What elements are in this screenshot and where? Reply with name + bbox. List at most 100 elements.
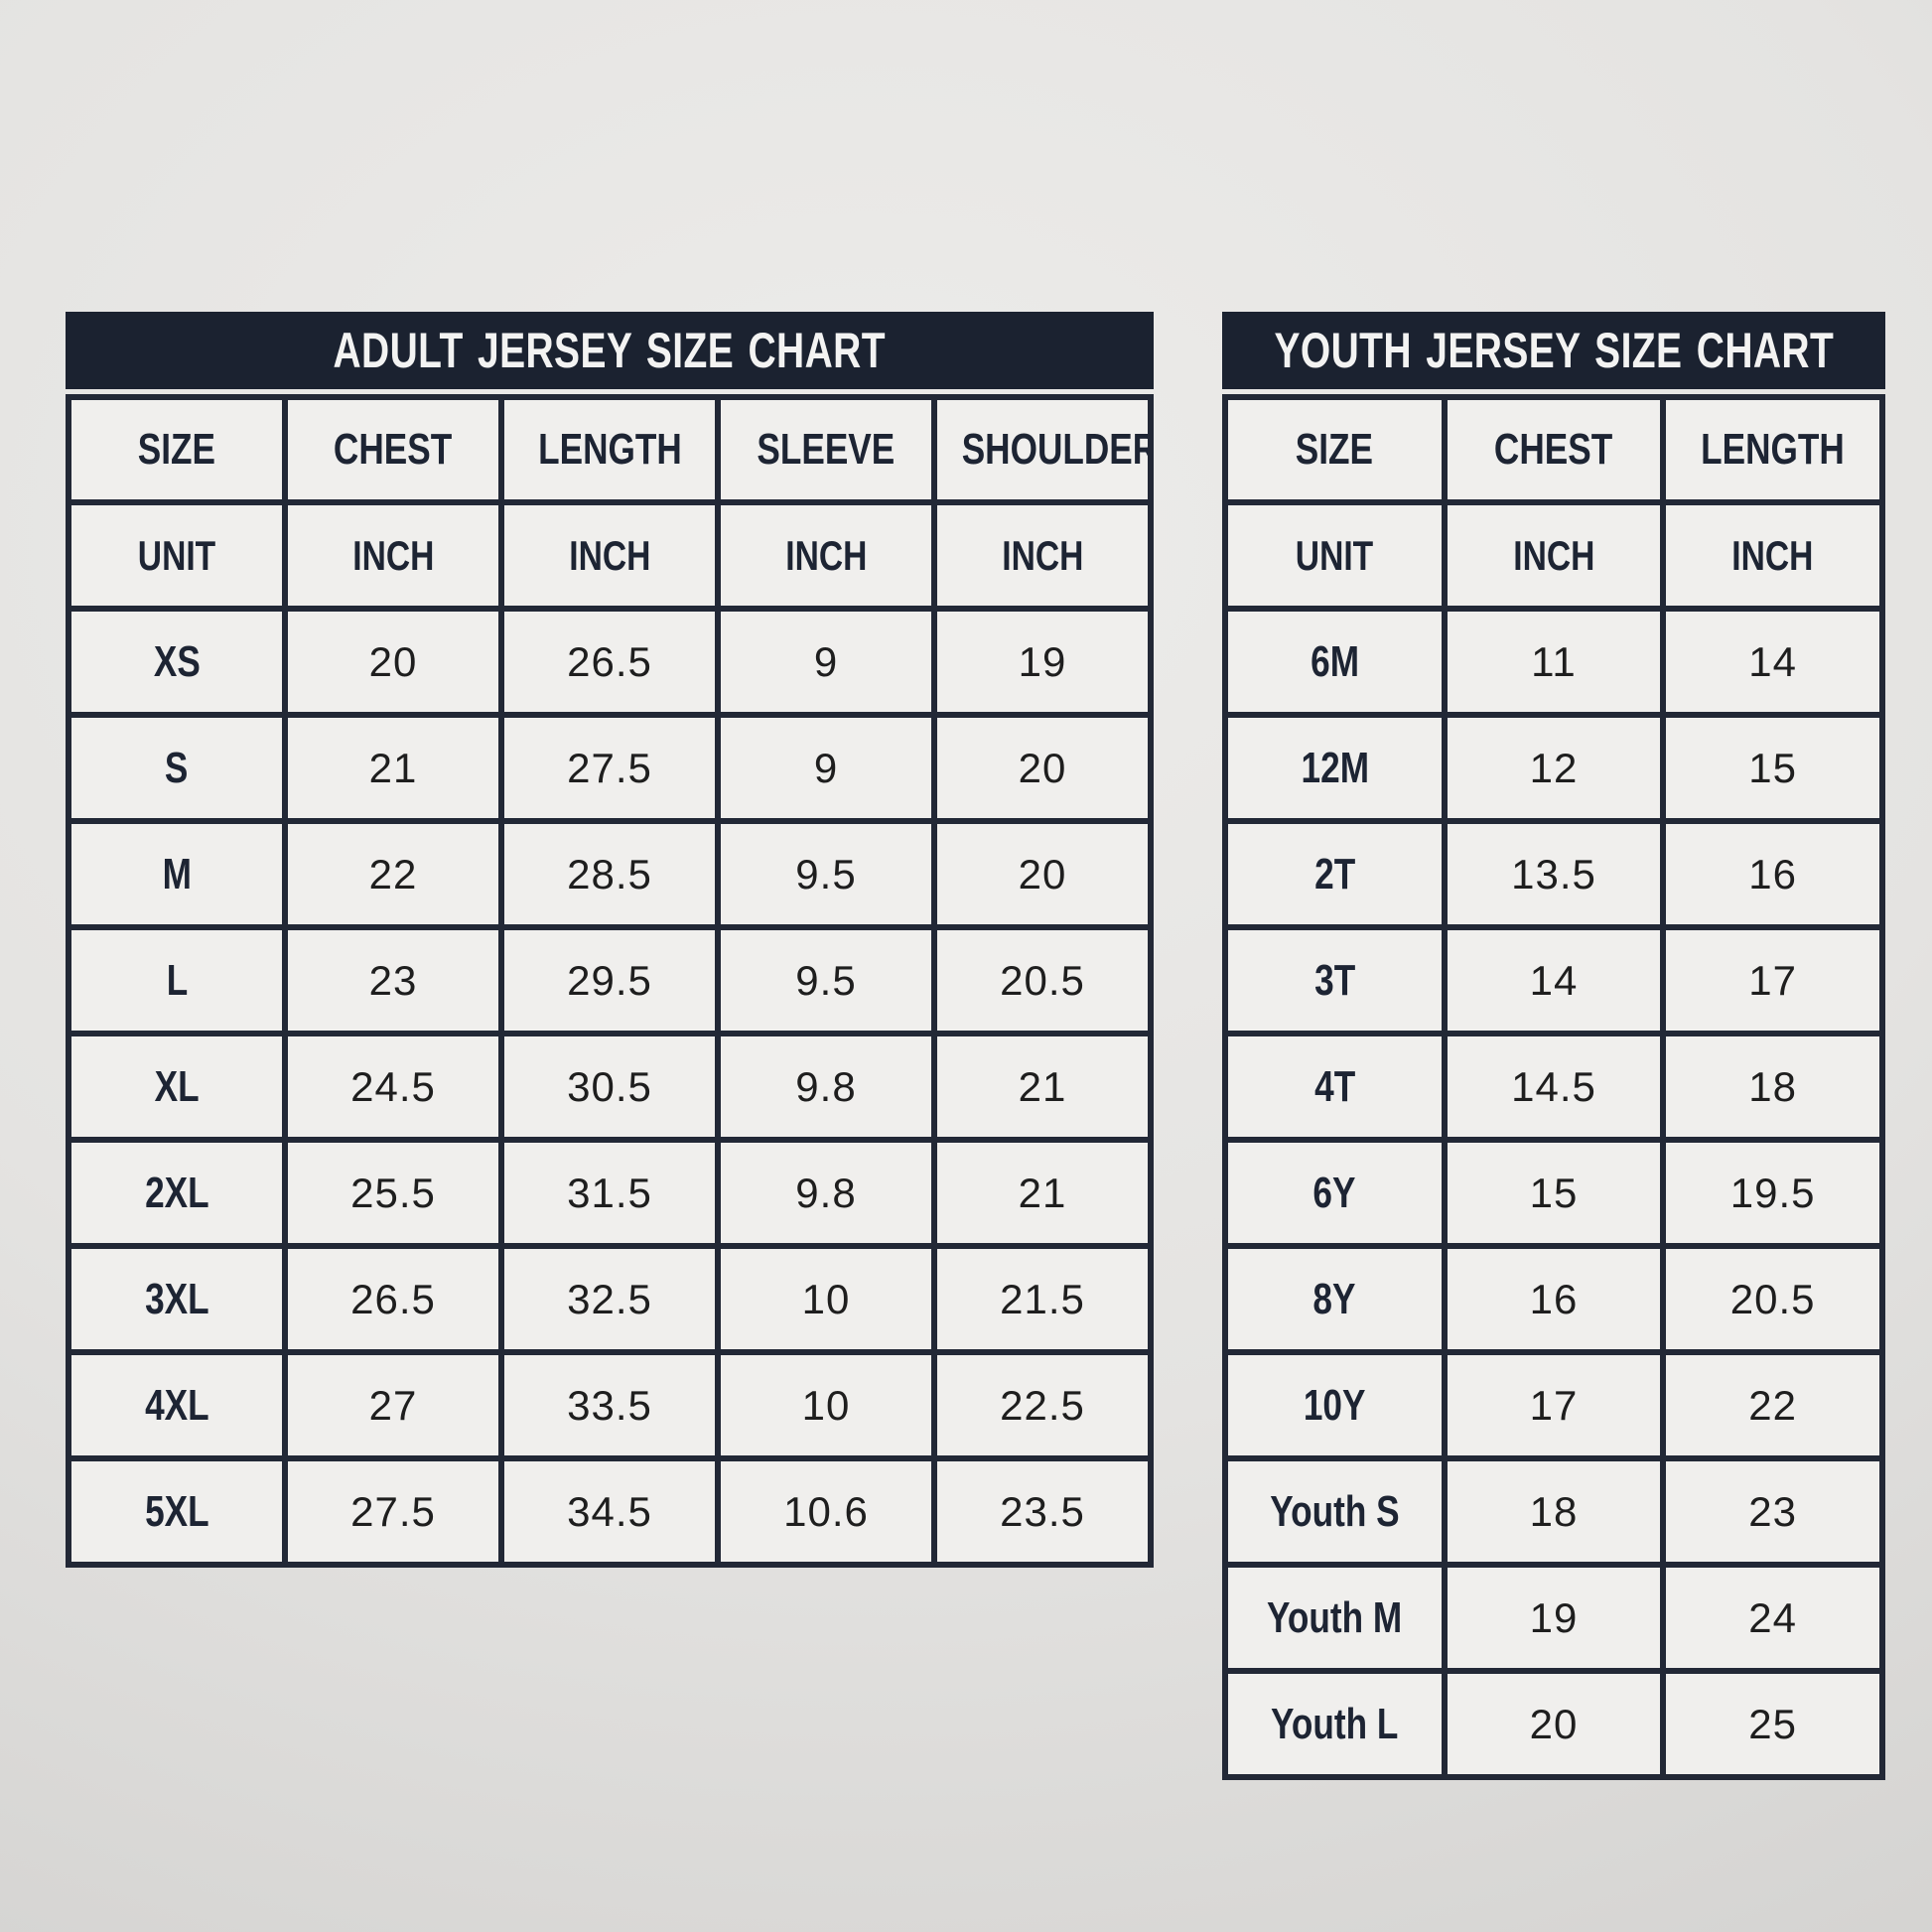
value-cell: 10.6 <box>715 1455 937 1568</box>
unit-cell: INCH <box>1660 499 1885 612</box>
value-cell-text: 21 <box>1018 1062 1067 1110</box>
adult-size-chart-panel: ADULT JERSEY SIZE CHART SIZE CHEST LENGTH S… <box>66 312 1154 1568</box>
size-label-cell: Youth S <box>1222 1455 1448 1568</box>
value-cell: 30.5 <box>498 1031 721 1143</box>
value-cell: 25.5 <box>282 1137 504 1249</box>
size-label-cell: 6Y <box>1222 1137 1448 1249</box>
unit-cell: UNIT <box>66 499 288 612</box>
size-label-cell-text: 3T <box>1313 955 1355 1005</box>
value-cell: 20 <box>282 606 504 718</box>
value-cell: 14 <box>1441 924 1667 1036</box>
size-row: Youth S 18 23 <box>1222 1455 1885 1568</box>
value-cell-text: 30.5 <box>567 1062 652 1110</box>
unit-cell: INCH <box>715 499 937 612</box>
size-label-cell-text: XS <box>153 636 201 686</box>
size-row: Youth M 19 24 <box>1222 1562 1885 1674</box>
youth-size-table: SIZE CHEST LENGTH UNIT INCH INCH 6M 11 14 12M 12 15… <box>1222 394 1885 1780</box>
value-cell: 12 <box>1441 712 1667 824</box>
size-label-cell: 3XL <box>66 1243 288 1355</box>
size-label-cell-text: M <box>162 849 192 898</box>
youth-chart-title: YOUTH JERSEY SIZE CHART <box>1274 323 1834 378</box>
value-cell-text: 22 <box>1748 1381 1798 1429</box>
value-cell-text: 18 <box>1748 1062 1798 1110</box>
size-label-cell-text: XL <box>154 1061 200 1111</box>
value-cell: 23 <box>282 924 504 1036</box>
value-cell-text: 9 <box>813 744 839 791</box>
size-label-cell: 4XL <box>66 1349 288 1461</box>
value-cell-text: 20.5 <box>1000 956 1085 1004</box>
value-cell: 11 <box>1441 606 1667 718</box>
value-cell: 31.5 <box>498 1137 721 1249</box>
value-cell: 20 <box>931 712 1154 824</box>
value-cell: 14.5 <box>1441 1031 1667 1143</box>
column-header-cell: CHEST <box>1441 394 1667 505</box>
size-label-cell-text: 3XL <box>144 1274 209 1323</box>
unit-cell-text: INCH <box>351 531 435 579</box>
size-row: 6M 11 14 <box>1222 606 1885 718</box>
value-cell-text: 23.5 <box>1000 1487 1085 1535</box>
value-cell-text: 25.5 <box>350 1169 436 1216</box>
size-label-cell: 4T <box>1222 1031 1448 1143</box>
column-header-cell: SIZE <box>66 394 288 505</box>
size-label-cell-text: L <box>166 955 188 1005</box>
value-cell-text: 31.5 <box>567 1169 652 1216</box>
column-header-cell: LENGTH <box>498 394 721 505</box>
size-row: 3T 14 17 <box>1222 924 1885 1036</box>
column-header-cell-text: SIZE <box>1296 425 1374 474</box>
size-row: S 21 27.5 9 20 <box>66 712 1154 824</box>
value-cell: 19 <box>931 606 1154 718</box>
unit-cell-text: INCH <box>568 531 651 579</box>
value-cell-text: 19.5 <box>1729 1169 1816 1216</box>
value-cell: 13.5 <box>1441 818 1667 930</box>
size-label-cell: 6M <box>1222 606 1448 718</box>
size-label-cell: 3T <box>1222 924 1448 1036</box>
column-header-cell-text: CHEST <box>1494 425 1613 474</box>
value-cell-text: 21.5 <box>1000 1275 1085 1322</box>
value-cell: 16 <box>1441 1243 1667 1355</box>
size-label-cell: 5XL <box>66 1455 288 1568</box>
value-cell-text: 27.5 <box>350 1487 436 1535</box>
column-header-cell: CHEST <box>282 394 504 505</box>
size-label-cell-text: 12M <box>1301 743 1369 792</box>
value-cell-text: 21 <box>368 744 418 791</box>
value-cell: 9 <box>715 712 937 824</box>
size-label-cell: S <box>66 712 288 824</box>
value-cell: 21.5 <box>931 1243 1154 1355</box>
value-cell: 29.5 <box>498 924 721 1036</box>
size-label-cell-text: S <box>165 743 189 792</box>
value-cell: 9 <box>715 606 937 718</box>
value-cell-text: 19 <box>1018 637 1067 685</box>
size-label-cell-text: Youth M <box>1267 1592 1403 1642</box>
value-cell-text: 23 <box>368 956 418 1004</box>
size-label-cell-text: 6M <box>1310 636 1359 686</box>
unit-cell-text: INCH <box>784 531 868 579</box>
size-label-cell-text: 6Y <box>1312 1168 1356 1217</box>
unit-row: UNIT INCH INCH <box>1222 499 1885 612</box>
value-cell-text: 9.8 <box>795 1169 857 1216</box>
value-cell-text: 34.5 <box>567 1487 652 1535</box>
value-cell: 9.5 <box>715 924 937 1036</box>
value-cell-text: 27.5 <box>567 744 652 791</box>
column-header-cell: SLEEVE <box>715 394 937 505</box>
value-cell: 22 <box>1660 1349 1885 1461</box>
column-header-cell-text: SLEEVE <box>757 425 896 474</box>
size-row: L 23 29.5 9.5 20.5 <box>66 924 1154 1036</box>
value-cell: 23 <box>1660 1455 1885 1568</box>
youth-chart-title-bar: YOUTH JERSEY SIZE CHART <box>1222 312 1885 389</box>
value-cell: 28.5 <box>498 818 721 930</box>
column-header-cell-text: LENGTH <box>537 425 682 474</box>
unit-cell: INCH <box>931 499 1154 612</box>
size-row: 4XL 27 33.5 10 22.5 <box>66 1349 1154 1461</box>
unit-cell-text: UNIT <box>137 531 216 579</box>
value-cell-text: 16 <box>1529 1275 1579 1322</box>
value-cell: 23.5 <box>931 1455 1154 1568</box>
size-label-cell: 10Y <box>1222 1349 1448 1461</box>
value-cell-text: 9.8 <box>795 1062 857 1110</box>
value-cell-text: 33.5 <box>567 1381 652 1429</box>
value-cell-text: 17 <box>1529 1381 1579 1429</box>
value-cell-text: 27 <box>368 1381 418 1429</box>
value-cell-text: 10 <box>801 1381 851 1429</box>
value-cell: 19.5 <box>1660 1137 1885 1249</box>
value-cell-text: 24 <box>1748 1593 1798 1641</box>
column-header-cell: SHOULDER <box>931 394 1154 505</box>
